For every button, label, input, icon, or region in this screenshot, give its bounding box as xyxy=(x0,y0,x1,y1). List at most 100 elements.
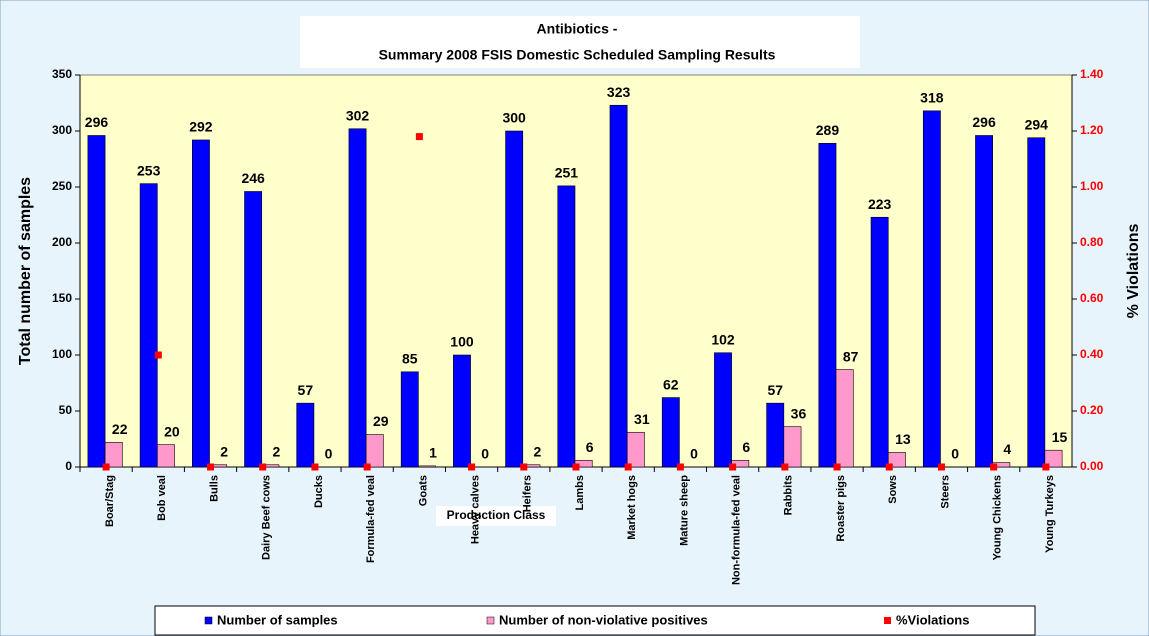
x-tick-label: Formula-fed veal xyxy=(365,475,377,563)
bar xyxy=(887,452,906,468)
x-tick-label: Lambs xyxy=(574,475,586,510)
y2-tick-label: 1.20 xyxy=(1080,123,1104,137)
violation-marker xyxy=(833,463,841,471)
x-tick-label: Goats xyxy=(417,475,429,506)
bar xyxy=(609,104,628,468)
x-title-box xyxy=(436,506,556,526)
data-label: 57 xyxy=(767,382,783,398)
bar xyxy=(818,143,837,468)
bar xyxy=(714,352,732,468)
y2-tick-label: 0.60 xyxy=(1080,291,1104,305)
bar xyxy=(783,426,802,468)
bar xyxy=(975,135,993,468)
data-label: 2 xyxy=(272,443,280,459)
bar xyxy=(835,369,854,468)
bar xyxy=(418,465,436,468)
data-label: 246 xyxy=(241,170,265,186)
bar xyxy=(661,397,680,468)
y-tick-label: 0 xyxy=(65,459,72,473)
data-label: 294 xyxy=(1025,116,1049,132)
x-axis-title: Production Class xyxy=(447,508,546,522)
data-label: 296 xyxy=(972,114,996,130)
x-tick-label: Bob veal xyxy=(156,475,168,521)
bar xyxy=(104,442,123,468)
violation-marker xyxy=(259,463,267,471)
x-tick-label: Young Chickens xyxy=(992,475,1004,560)
x-tick-label: Boar/Stag xyxy=(104,475,116,527)
bar xyxy=(766,402,785,468)
violation-marker xyxy=(624,463,632,471)
y2-tick-label: 0.40 xyxy=(1080,347,1104,361)
bar xyxy=(348,128,367,468)
data-label: 0 xyxy=(951,446,959,462)
bar xyxy=(365,434,384,468)
chart-subtitle: Summary 2008 FSIS Domestic Scheduled Sam… xyxy=(379,47,776,63)
x-tick-label: Non-formula-fed veal xyxy=(731,475,743,585)
data-label: 20 xyxy=(164,423,180,439)
data-label: 292 xyxy=(189,119,213,135)
legend-label: Number of samples xyxy=(217,612,338,627)
bar xyxy=(400,371,419,468)
data-label: 100 xyxy=(450,334,474,350)
bar xyxy=(505,130,524,468)
bar xyxy=(1044,449,1063,468)
violation-marker xyxy=(415,133,423,141)
bar xyxy=(626,431,645,468)
violation-marker xyxy=(572,463,580,471)
data-label: 251 xyxy=(555,165,579,181)
data-label: 6 xyxy=(586,439,594,455)
y2-tick-label: 0.20 xyxy=(1080,403,1104,417)
bar xyxy=(1027,137,1046,468)
y-tick-label: 150 xyxy=(52,291,72,305)
legend-swatch xyxy=(204,616,213,625)
y-tick-label: 350 xyxy=(52,67,72,81)
bar xyxy=(870,216,889,468)
violation-marker xyxy=(520,463,528,471)
data-label: 13 xyxy=(895,431,911,447)
bar xyxy=(157,444,175,468)
data-label: 4 xyxy=(1003,441,1011,457)
violation-marker xyxy=(363,463,371,471)
violation-marker xyxy=(102,463,110,471)
violation-marker xyxy=(207,463,215,471)
x-tick-label: Sows xyxy=(887,475,899,504)
y-tick-label: 200 xyxy=(52,235,72,249)
data-label: 323 xyxy=(607,84,631,100)
bar xyxy=(922,110,941,468)
x-tick-label: Market hogs xyxy=(626,475,638,540)
violation-marker xyxy=(311,463,319,471)
x-tick-label: Dairy Beef cows xyxy=(261,475,273,560)
x-tick-label: Mature sheep xyxy=(678,475,690,546)
data-label: 15 xyxy=(1052,429,1068,445)
chart-title: Antibiotics - xyxy=(537,21,618,37)
data-label: 300 xyxy=(502,110,526,126)
violation-marker xyxy=(676,463,684,471)
violation-marker xyxy=(1042,463,1050,471)
x-tick-label: Bulls xyxy=(208,475,220,502)
x-tick-label: Young Turkeys xyxy=(1044,475,1056,553)
data-label: 296 xyxy=(85,114,109,130)
data-label: 62 xyxy=(663,376,679,392)
x-tick-label: Heifers xyxy=(522,475,534,512)
violation-marker xyxy=(468,463,476,471)
bar xyxy=(453,354,471,468)
bar xyxy=(87,135,106,468)
legend-label: Number of non-violative positives xyxy=(499,612,708,627)
violation-marker xyxy=(937,463,945,471)
bar xyxy=(296,402,315,468)
y-axis-title: Total number of samples xyxy=(17,177,34,365)
y2-axis-title: % Violations xyxy=(1125,223,1142,318)
y-tick-label: 50 xyxy=(59,403,73,417)
data-label: 223 xyxy=(868,196,892,212)
bar xyxy=(139,183,158,468)
bar xyxy=(191,139,210,468)
data-label: 1 xyxy=(429,445,437,461)
y-tick-label: 250 xyxy=(52,179,72,193)
data-label: 0 xyxy=(690,446,698,462)
data-label: 87 xyxy=(843,348,859,364)
title-box xyxy=(300,16,860,68)
data-label: 318 xyxy=(920,90,944,106)
bar xyxy=(244,191,263,468)
y-tick-label: 100 xyxy=(52,347,72,361)
